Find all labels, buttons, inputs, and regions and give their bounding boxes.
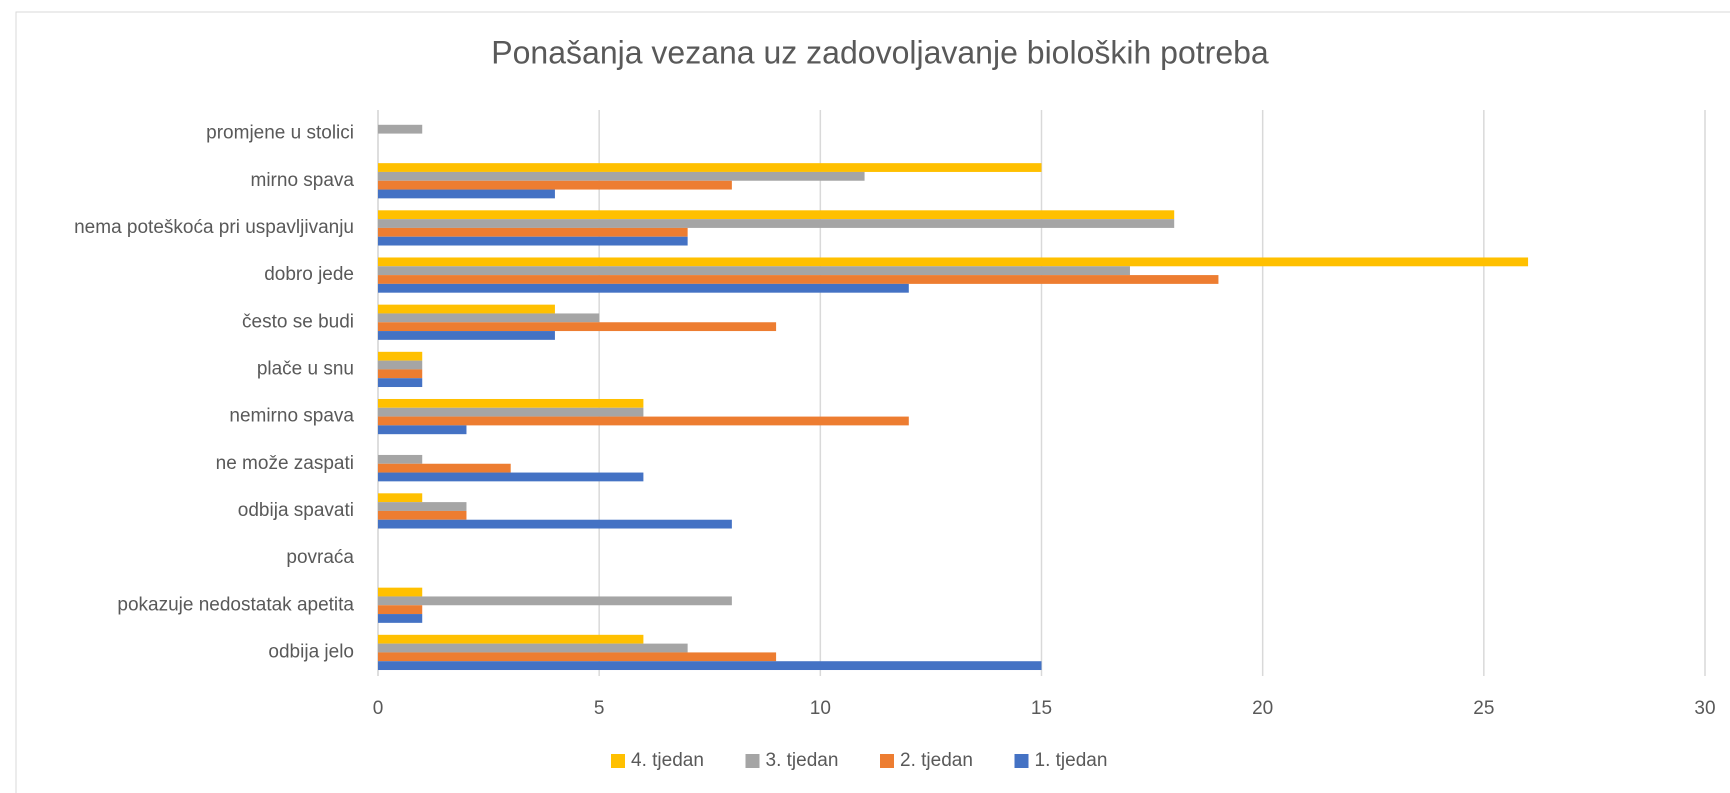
- bar: [378, 472, 644, 482]
- y-tick-label: plače u snu: [257, 358, 354, 379]
- legend-swatch: [745, 754, 760, 768]
- bar: [378, 351, 423, 361]
- legend-swatch: [611, 754, 625, 768]
- bar: [378, 210, 1175, 220]
- bar: [378, 587, 423, 597]
- bar: [378, 189, 555, 199]
- y-tick-label: odbija jelo: [268, 641, 354, 662]
- bar: [378, 360, 423, 370]
- bar: [378, 124, 423, 134]
- bar: [378, 634, 644, 644]
- bar: [378, 378, 423, 388]
- bar: [378, 171, 865, 181]
- legend-label: 1. tjedan: [1035, 750, 1108, 771]
- x-tick-label: 0: [373, 698, 384, 719]
- bar: [378, 416, 909, 426]
- bar: [378, 331, 555, 340]
- x-tick-label: 25: [1473, 698, 1494, 719]
- bar: [378, 283, 909, 293]
- bar: [378, 275, 1219, 284]
- chart-title: Ponašanja vezana uz zadovoljavanje biolo…: [491, 34, 1269, 70]
- y-tick-label: nema poteškoća pri uspavljivanju: [74, 217, 354, 238]
- x-tick-label: 15: [1031, 698, 1052, 719]
- bar: [378, 407, 644, 417]
- bar: [378, 227, 688, 237]
- bar: [378, 236, 688, 246]
- x-tick-label: 5: [594, 698, 605, 719]
- bar: [378, 643, 688, 653]
- y-tick-label: odbija spavati: [238, 500, 354, 521]
- y-tick-label: pokazuje nedostatak apetita: [117, 594, 354, 615]
- legend-swatch: [880, 754, 894, 768]
- bar: [378, 398, 644, 408]
- bar: [378, 463, 511, 473]
- legend-label: 2. tjedan: [900, 750, 973, 771]
- bar: [378, 369, 423, 379]
- bar: [378, 510, 467, 520]
- bar: [378, 219, 1175, 228]
- legend-swatch: [1014, 754, 1029, 768]
- bar: [378, 661, 1042, 671]
- y-tick-label: povraća: [286, 547, 354, 568]
- bar: [378, 313, 600, 323]
- legend-label: 3. tjedan: [766, 750, 839, 771]
- bar: [378, 257, 1529, 267]
- x-tick-label: 20: [1252, 698, 1273, 719]
- bar: [378, 163, 1042, 172]
- legend-label: 4. tjedan: [631, 750, 704, 771]
- bar: [378, 502, 467, 511]
- bar: [378, 614, 423, 623]
- y-tick-label: mirno spava: [251, 170, 355, 191]
- bar: [378, 605, 423, 615]
- bar: [378, 180, 732, 190]
- x-tick-label: 30: [1694, 698, 1715, 719]
- y-tick-label: nemirno spava: [229, 406, 354, 427]
- y-tick-label: dobro jede: [264, 264, 354, 285]
- x-tick-label: 10: [810, 698, 831, 719]
- y-tick-label: često se budi: [242, 311, 354, 332]
- y-tick-label: promjene u stolici: [206, 123, 354, 144]
- y-tick-label: ne može zaspati: [216, 453, 354, 474]
- bar: [378, 322, 777, 332]
- bar: [378, 304, 555, 314]
- bar: [378, 454, 423, 464]
- bar: [378, 652, 777, 662]
- bar: [378, 266, 1130, 276]
- bar: [378, 493, 423, 503]
- bar: [378, 425, 467, 435]
- bar: [378, 519, 732, 529]
- bar: [378, 596, 732, 606]
